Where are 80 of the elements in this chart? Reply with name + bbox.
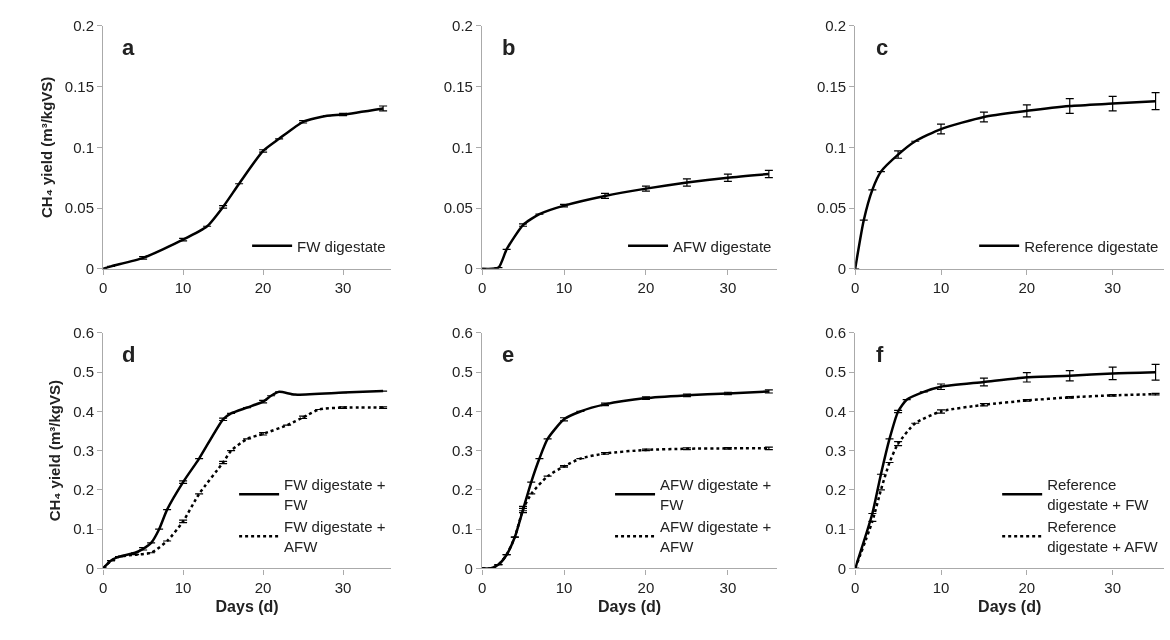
x-tick-label: 20 [254,278,272,296]
y-tick-label: 0 [464,260,473,278]
y-tick-label: 0.2 [825,17,847,35]
y-tick-label: 0.1 [73,520,95,538]
x-axis-title: Days (d) [598,598,662,616]
x-tick-label: 0 [851,578,860,596]
y-tick-label: 0 [837,559,847,577]
y-tick-label: 0.15 [443,77,473,95]
y-tick-label: 0.3 [452,441,473,459]
y-tick-label: 0.4 [825,402,847,420]
y-tick-label: 0.6 [73,324,95,342]
legend-label: Reference digestate + AFW [1047,518,1159,555]
legend-label: FW digestate + FW [284,476,386,513]
chart-title: d [122,342,136,367]
y-tick-label: 0.1 [825,520,847,538]
y-tick-label: 0.2 [73,481,95,499]
y-tick-label: 0.4 [452,402,473,420]
x-tick-label: 0 [477,578,487,596]
y-tick-label: 0.5 [825,363,847,381]
y-tick-label: 0.2 [825,481,847,499]
y-tick-label: 0.2 [452,17,473,35]
y-axis-title: CH₄ yield (m³/kgVS) [38,76,56,218]
y-tick-label: 0.15 [816,77,847,95]
y-tick-label: 0 [464,559,473,577]
legend-label: Reference digestate [1024,237,1159,255]
y-tick-label: 0.2 [452,481,473,499]
x-tick-label: 20 [637,578,655,596]
y-tick-label: 0.1 [825,138,847,156]
x-tick-label: 30 [1104,278,1122,296]
x-axis-title: Days (d) [215,598,279,616]
x-tick-label: 20 [637,278,655,296]
x-tick-label: 30 [334,578,352,596]
chart-title: c [876,35,889,60]
x-axis-title: Days (d) [978,598,1042,616]
x-tick-label: 0 [98,278,108,296]
x-tick-label: 0 [851,278,860,296]
x-tick-label: 20 [1018,578,1036,596]
legend-label: AFW digestate + AFW [660,518,772,555]
x-tick-label: 30 [719,278,737,296]
y-tick-label: 0.5 [73,363,95,381]
x-tick-label: 10 [555,578,573,596]
y-tick-label: 0 [85,260,95,278]
y-tick-label: 0.05 [64,199,95,217]
y-tick-label: 0 [837,260,847,278]
y-tick-label: 0.6 [825,324,847,342]
x-tick-label: 30 [719,578,737,596]
x-tick-label: 10 [174,278,192,296]
legend-label: Reference digestate + FW [1047,476,1150,513]
y-tick-label: 0.1 [73,138,95,156]
y-tick-label: 0.05 [816,199,847,217]
y-tick-label: 0.05 [443,199,473,217]
y-tick-label: 0.4 [73,402,95,420]
chart-title: f [876,342,884,367]
y-tick-label: 0.2 [73,17,95,35]
chart-title: e [502,342,515,367]
x-tick-label: 20 [1018,278,1036,296]
y-axis-title: CH₄ yield (m³/kgVS) [46,380,64,522]
x-tick-label: 20 [254,578,272,596]
x-tick-label: 10 [174,578,192,596]
legend-label: AFW digestate [673,237,772,255]
legend-label: FW digestate [297,237,386,255]
x-tick-label: 0 [477,278,487,296]
y-tick-label: 0.5 [452,363,473,381]
y-tick-label: 0.6 [452,324,473,342]
x-tick-label: 10 [555,278,573,296]
x-tick-label: 10 [932,278,950,296]
x-tick-label: 10 [932,578,950,596]
legend-label: AFW digestate + FW [660,476,772,513]
x-tick-label: 30 [1104,578,1122,596]
legend-label: FW digestate + AFW [284,518,386,555]
y-tick-label: 0.3 [73,441,95,459]
y-tick-label: 0.15 [64,77,95,95]
y-tick-label: 0 [85,559,95,577]
x-tick-label: 0 [98,578,108,596]
x-tick-label: 30 [334,278,352,296]
chart-title: a [122,35,135,60]
chart-title: b [502,35,516,60]
y-tick-label: 0.3 [825,441,847,459]
y-tick-label: 0.1 [452,138,473,156]
y-tick-label: 0.1 [452,520,473,538]
